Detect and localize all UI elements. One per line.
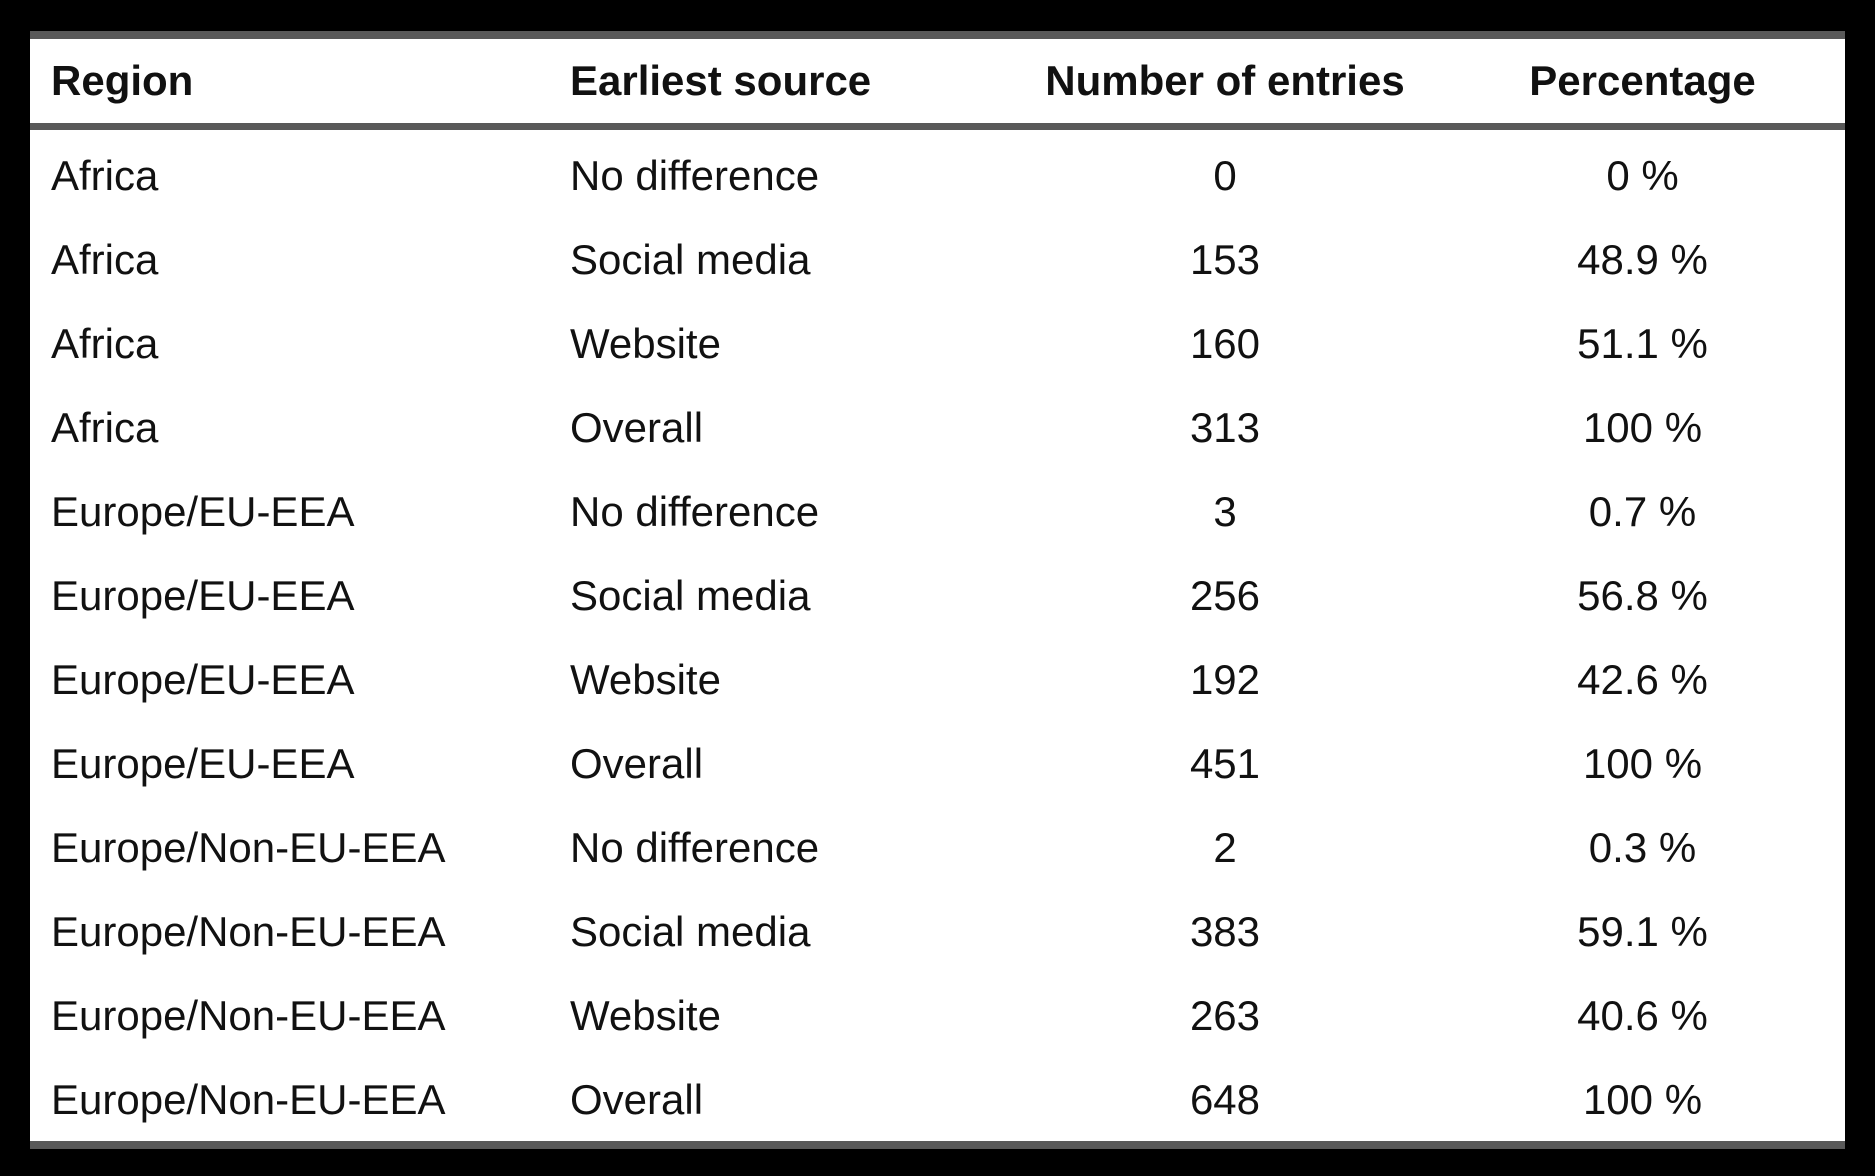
header-percentage: Percentage	[1440, 39, 1845, 130]
table-row: Europe/Non-EU-EEA Overall 648 100 %	[30, 1058, 1845, 1142]
table-row: Africa No difference 0 0 %	[30, 127, 1845, 219]
header-region: Region	[30, 39, 570, 130]
cell-percentage: 56.8 %	[1577, 572, 1708, 619]
table-row: Europe/EU-EEA No difference 3 0.7 %	[30, 470, 1845, 554]
cell-number-of-entries: 383	[1189, 908, 1261, 955]
cell-region: Europe/EU-EEA	[51, 740, 355, 787]
cell-number-of-entries: 0	[1213, 152, 1237, 199]
table-row: Europe/Non-EU-EEA No difference 2 0.3 %	[30, 806, 1845, 890]
cell-region: Africa	[51, 152, 159, 199]
cell-earliest-source: No difference	[570, 152, 820, 199]
cell-region: Europe/Non-EU-EEA	[51, 992, 446, 1039]
cell-percentage: 0.3 %	[1588, 824, 1697, 871]
cell-earliest-source: Social media	[570, 236, 811, 283]
cell-number-of-entries: 648	[1189, 1076, 1261, 1123]
header-earliest-source: Earliest source	[570, 39, 1010, 130]
cell-region: Africa	[51, 320, 159, 367]
cell-percentage: 0 %	[1606, 152, 1679, 199]
cell-number-of-entries: 313	[1189, 404, 1261, 451]
cell-earliest-source: Website	[570, 656, 721, 703]
cell-earliest-source: Overall	[570, 404, 704, 451]
data-table: Region Earliest source Number of entries…	[30, 39, 1845, 1142]
table-frame: Region Earliest source Number of entries…	[30, 31, 1845, 1149]
cell-earliest-source: Social media	[570, 572, 811, 619]
cell-region: Europe/EU-EEA	[51, 656, 355, 703]
table-row: Europe/Non-EU-EEA Website 263 40.6 %	[30, 974, 1845, 1058]
cell-earliest-source: No difference	[570, 824, 820, 871]
cell-number-of-entries: 256	[1189, 572, 1261, 619]
cell-number-of-entries: 263	[1189, 992, 1261, 1039]
cell-number-of-entries: 3	[1213, 488, 1237, 535]
cell-number-of-entries: 2	[1213, 824, 1237, 871]
cell-earliest-source: Website	[570, 992, 721, 1039]
table-row: Europe/EU-EEA Overall 451 100 %	[30, 722, 1845, 806]
cell-earliest-source: Overall	[570, 740, 704, 787]
cell-percentage: 100 %	[1582, 740, 1703, 787]
header-number-of-entries: Number of entries	[1010, 39, 1440, 130]
cell-percentage: 40.6 %	[1577, 992, 1708, 1039]
cell-percentage: 0.7 %	[1588, 488, 1697, 535]
cell-percentage: 48.9 %	[1577, 236, 1708, 283]
table-row: Africa Website 160 51.1 %	[30, 302, 1845, 386]
cell-percentage: 42.6 %	[1577, 656, 1708, 703]
cell-number-of-entries: 451	[1189, 740, 1261, 787]
cell-earliest-source: Overall	[570, 1076, 704, 1123]
cell-percentage: 59.1 %	[1577, 908, 1708, 955]
table-row: Europe/Non-EU-EEA Social media 383 59.1 …	[30, 890, 1845, 974]
cell-region: Europe/Non-EU-EEA	[51, 824, 446, 871]
table-row: Africa Overall 313 100 %	[30, 386, 1845, 470]
cell-region: Europe/EU-EEA	[51, 572, 355, 619]
cell-percentage: 100 %	[1582, 1076, 1703, 1123]
cell-earliest-source: No difference	[570, 488, 820, 535]
cell-region: Europe/EU-EEA	[51, 488, 355, 535]
table-row: Africa Social media 153 48.9 %	[30, 218, 1845, 302]
cell-region: Africa	[51, 404, 159, 451]
cell-percentage: 51.1 %	[1577, 320, 1708, 367]
table-row: Europe/EU-EEA Social media 256 56.8 %	[30, 554, 1845, 638]
table-row: Europe/EU-EEA Website 192 42.6 %	[30, 638, 1845, 722]
cell-earliest-source: Social media	[570, 908, 811, 955]
cell-region: Europe/Non-EU-EEA	[51, 1076, 446, 1123]
cell-percentage: 100 %	[1582, 404, 1703, 451]
cell-region: Africa	[51, 236, 159, 283]
cell-number-of-entries: 160	[1189, 320, 1261, 367]
cell-number-of-entries: 192	[1189, 656, 1261, 703]
cell-region: Europe/Non-EU-EEA	[51, 908, 446, 955]
cell-number-of-entries: 153	[1189, 236, 1261, 283]
cell-earliest-source: Website	[570, 320, 721, 367]
header-row: Region Earliest source Number of entries…	[30, 39, 1845, 130]
